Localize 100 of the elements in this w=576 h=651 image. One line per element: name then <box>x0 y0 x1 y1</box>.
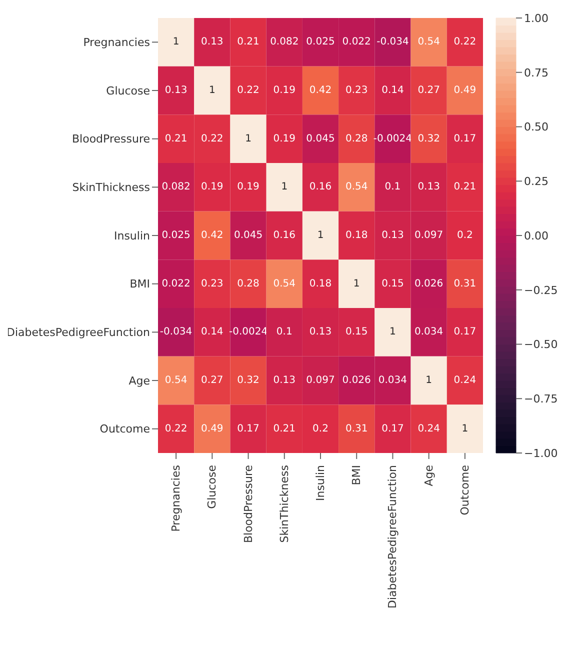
color-bar-label: −0.75 <box>524 392 558 406</box>
data-label: 0.18 <box>309 278 332 290</box>
x-tick-label: BMI <box>350 465 364 486</box>
data-label: 0.19 <box>273 133 296 144</box>
data-label: 0.2 <box>312 423 328 434</box>
x-tick-label: SkinThickness <box>278 464 291 543</box>
data-label: 1 <box>281 182 288 193</box>
data-label: 0.022 <box>342 36 371 48</box>
data-label: 0.14 <box>201 326 224 338</box>
data-label: 1 <box>172 36 180 48</box>
y-tick-label: Glucose <box>106 84 150 98</box>
data-label: 0.19 <box>237 182 260 193</box>
data-label: 0.21 <box>164 133 188 144</box>
data-label: 0.54 <box>418 36 440 48</box>
data-label: 0.24 <box>418 423 440 434</box>
data-label: 0.22 <box>201 133 224 144</box>
x-tick-label: Outcome <box>458 464 472 516</box>
data-label: 0.31 <box>345 423 368 434</box>
data-label: 0.28 <box>237 278 260 290</box>
data-label: 0.1 <box>276 326 292 338</box>
data-label: 0.034 <box>414 326 444 338</box>
y-tick-label: Insulin <box>114 229 150 242</box>
data-label: 0.13 <box>382 230 404 241</box>
data-label: 0.21 <box>273 423 296 434</box>
data-label: 0.17 <box>454 133 476 144</box>
data-label: 0.54 <box>273 278 296 290</box>
data-label: 0.16 <box>309 182 332 193</box>
data-label: 0.16 <box>273 230 296 241</box>
data-label: 0.31 <box>454 278 476 290</box>
y-tick-label: Pregnancies <box>83 36 150 50</box>
data-label: -0.034 <box>160 326 192 338</box>
data-label: 0.13 <box>418 182 440 193</box>
data-label: 0.22 <box>237 85 260 96</box>
data-label: 0.026 <box>414 278 444 290</box>
data-label: 0.045 <box>306 133 335 144</box>
data-label: 0.15 <box>382 278 404 290</box>
x-tick-label: Insulin <box>314 464 327 502</box>
data-label: 0.54 <box>164 375 188 386</box>
data-label: 0.097 <box>414 230 444 241</box>
data-label: 0.23 <box>345 85 368 96</box>
x-tick-label: Age <box>422 464 436 486</box>
y-tick-label: DiabetesPedigreeFunction <box>6 326 150 340</box>
data-label: 0.21 <box>454 182 476 193</box>
data-label: 0.23 <box>201 278 224 290</box>
data-label: 0.27 <box>418 85 440 96</box>
data-label: 0.18 <box>345 230 368 241</box>
data-label: -0.0024 <box>228 326 268 338</box>
data-label: 0.27 <box>201 375 224 386</box>
data-label: 0.42 <box>309 85 332 96</box>
data-label: 0.24 <box>454 375 476 386</box>
y-tick-label: SkinThickness <box>72 181 150 194</box>
data-label: 0.32 <box>237 375 260 386</box>
data-label: 0.17 <box>454 326 476 338</box>
data-label: 0.21 <box>237 36 260 48</box>
data-label: 0.026 <box>342 375 371 386</box>
data-label: 1 <box>245 133 252 144</box>
data-label: 1 <box>317 230 324 241</box>
x-tick-label: BloodPressure <box>242 464 255 544</box>
data-label: 1 <box>390 326 396 338</box>
data-label: 0.22 <box>164 423 188 434</box>
x-tick-label: DiabetesPedigreeFunction <box>386 464 400 608</box>
data-label: 0.14 <box>382 85 404 96</box>
color-bar-label: −0.25 <box>524 284 558 297</box>
y-tick-label: BMI <box>130 278 150 291</box>
data-label: 1 <box>353 278 360 290</box>
data-label: 1 <box>208 85 216 96</box>
data-label: 0.082 <box>270 36 299 48</box>
data-label: 0.045 <box>234 230 263 241</box>
color-bar-label: −1.00 <box>524 446 558 460</box>
data-label: 0.42 <box>201 230 224 241</box>
data-label: 0.1 <box>384 182 401 193</box>
data-label: 0.17 <box>382 423 404 434</box>
y-tick-label: BloodPressure <box>72 132 150 146</box>
color-bar-label: −0.50 <box>524 338 558 352</box>
data-label: 0.022 <box>162 278 190 290</box>
data-label: 1 <box>426 375 432 386</box>
data-label: 0.28 <box>345 133 368 144</box>
data-label: 0.22 <box>454 36 476 48</box>
data-label: 0.17 <box>237 423 260 434</box>
data-label: 0.49 <box>201 423 224 434</box>
data-label: 0.034 <box>378 375 408 386</box>
x-tick-label: Glucose <box>206 464 219 509</box>
data-label: 0.13 <box>273 375 296 386</box>
data-label: 0.025 <box>306 36 335 48</box>
data-label: 0.13 <box>201 36 224 48</box>
color-bar-label: 0.25 <box>524 175 548 188</box>
y-tick-label: Age <box>128 374 150 388</box>
data-label: 0.54 <box>345 182 368 193</box>
data-label: 0.19 <box>201 182 224 193</box>
data-label: 0.19 <box>273 85 296 96</box>
data-label: 1 <box>462 423 468 434</box>
data-label: 0.13 <box>164 85 188 96</box>
color-bar-label: 1.00 <box>524 12 548 25</box>
data-label: 0.2 <box>456 230 473 241</box>
data-label: 0.025 <box>162 230 190 241</box>
data-label: 0.15 <box>345 326 368 338</box>
data-label: 0.097 <box>306 375 335 386</box>
data-label: 0.13 <box>309 326 332 338</box>
color-bar-label: 0.00 <box>524 229 548 242</box>
color-bar-label: 0.75 <box>524 66 548 80</box>
